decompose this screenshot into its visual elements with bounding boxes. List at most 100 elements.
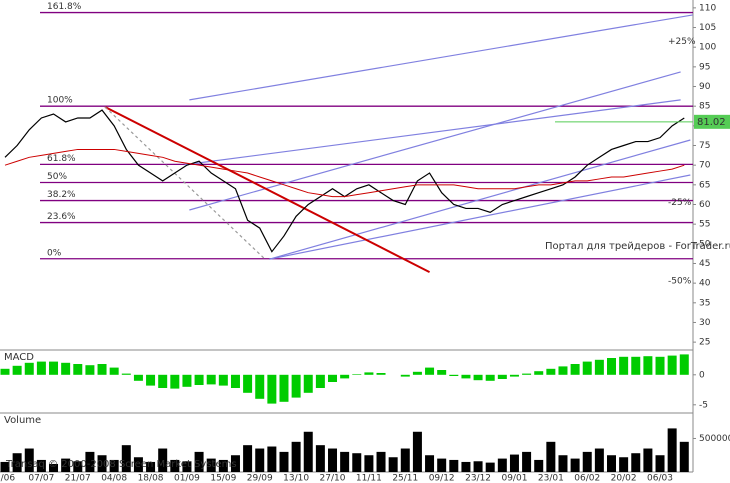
credit: Transaq © 2000-2008 Screen Market System…: [5, 459, 237, 470]
bar: [170, 459, 180, 472]
fib-label: 0%: [47, 248, 62, 258]
y-tick-label: 110: [699, 3, 716, 13]
y-tick-label: 60: [699, 200, 711, 210]
bar: [582, 451, 592, 472]
bar: [461, 461, 471, 472]
bar: [364, 372, 374, 375]
bar: [109, 367, 119, 375]
bar: [679, 354, 689, 375]
bar: [497, 374, 507, 379]
y-tick-label: 50: [699, 239, 711, 249]
bar: [0, 461, 10, 472]
percent-label: -25%: [668, 198, 692, 208]
bar: [36, 459, 46, 472]
bar: [364, 455, 374, 472]
bar: [631, 453, 641, 472]
bar: [631, 356, 641, 375]
y-tick-label: 0: [699, 370, 705, 380]
bar: [522, 373, 532, 375]
x-tick-label: 09/01: [501, 474, 527, 483]
bar: [97, 455, 107, 472]
x-tick-label: 13/10: [283, 474, 309, 483]
bar: [582, 361, 592, 375]
bar: [73, 364, 83, 375]
y-tick-label: 25: [699, 338, 710, 348]
bar: [230, 374, 240, 388]
x-tick-label: 11/11: [356, 474, 382, 483]
y-tick-label: 70: [699, 161, 711, 171]
x-tick-label: 18/08: [138, 474, 164, 483]
bar: [133, 457, 143, 472]
fib-label: 100%: [47, 96, 73, 106]
bar: [546, 368, 556, 375]
bar: [158, 448, 168, 472]
bar: [328, 374, 338, 382]
bar: [497, 458, 507, 472]
bar: [558, 455, 568, 472]
bar: [376, 373, 386, 375]
bar: [49, 361, 59, 375]
trendline: [189, 14, 693, 101]
bar: [121, 373, 131, 375]
bar: [12, 365, 22, 375]
bar: [243, 374, 253, 393]
bar: [679, 441, 689, 472]
x-tick-label: 07/07: [28, 474, 54, 483]
bar: [206, 458, 216, 472]
bar: [218, 374, 228, 386]
bar: [412, 431, 422, 472]
bar: [619, 457, 629, 472]
last-price-label: 81.02: [697, 117, 726, 128]
y-tick-label: 105: [699, 23, 716, 33]
bar: [182, 461, 192, 472]
y-tick-label: 55: [699, 220, 710, 230]
bar: [667, 355, 677, 375]
bar: [194, 451, 204, 472]
x-tick-label: 06/02: [574, 474, 600, 483]
bar: [194, 374, 204, 385]
x-tick-label: 04/08: [101, 474, 127, 483]
bar: [146, 374, 156, 386]
bar: [546, 441, 556, 472]
bar: [485, 374, 495, 381]
bar: [230, 455, 240, 472]
fib-label: 38.2%: [47, 190, 76, 200]
percent-label: +25%: [668, 37, 696, 47]
bar: [315, 374, 325, 388]
bar: [303, 431, 313, 472]
bar: [328, 448, 338, 472]
bar: [449, 459, 459, 472]
bar: [522, 451, 532, 472]
y-tick-label: 90: [699, 82, 711, 92]
bar: [509, 374, 519, 377]
x-tick-label: 15/09: [210, 474, 236, 483]
x-tick-label: 8/06: [0, 474, 15, 483]
x-tick-label: 27/10: [320, 474, 346, 483]
pane-title: MACD: [4, 352, 34, 363]
bar: [655, 455, 665, 472]
x-tick-label: 25/11: [392, 474, 418, 483]
bar: [594, 448, 604, 472]
fib-label: 50%: [47, 172, 67, 182]
bar: [267, 374, 277, 404]
bar: [534, 371, 544, 375]
y-tick-label: 30: [699, 318, 711, 328]
bar: [473, 374, 483, 381]
x-tick-label: 01/09: [174, 474, 200, 483]
bar: [473, 461, 483, 472]
bar: [255, 448, 265, 472]
bar: [340, 451, 350, 472]
bar: [218, 459, 228, 472]
y-tick-label: 85: [699, 102, 710, 112]
x-tick-label: 06/03: [647, 474, 673, 483]
x-tick-label: 09/12: [429, 474, 455, 483]
bar: [170, 374, 180, 389]
pane-title: Volume: [4, 415, 41, 426]
bar: [388, 457, 398, 472]
bar: [607, 358, 616, 375]
bar: [509, 454, 519, 472]
bar: [146, 461, 156, 472]
bar: [61, 458, 71, 472]
price-line: [4, 148, 685, 198]
